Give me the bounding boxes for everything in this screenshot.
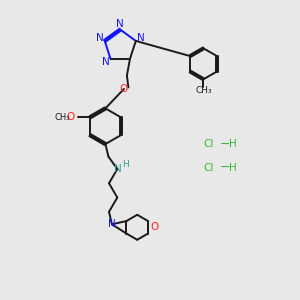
- Text: N: N: [116, 19, 124, 29]
- Text: O: O: [150, 222, 159, 232]
- Text: O: O: [67, 112, 75, 122]
- Text: N: N: [108, 219, 116, 229]
- Text: −: −: [220, 161, 230, 174]
- Text: N: N: [137, 33, 145, 43]
- Text: Cl: Cl: [203, 163, 214, 173]
- Text: N: N: [102, 57, 110, 67]
- Text: H: H: [122, 160, 129, 169]
- Text: CH₃: CH₃: [55, 113, 70, 122]
- Text: Cl: Cl: [203, 139, 214, 149]
- Text: −: −: [220, 138, 230, 151]
- Text: O: O: [120, 84, 128, 94]
- Text: H: H: [229, 139, 236, 149]
- Text: N: N: [114, 164, 122, 174]
- Text: CH₃: CH₃: [195, 86, 212, 95]
- Text: N: N: [95, 33, 103, 43]
- Text: H: H: [229, 163, 236, 173]
